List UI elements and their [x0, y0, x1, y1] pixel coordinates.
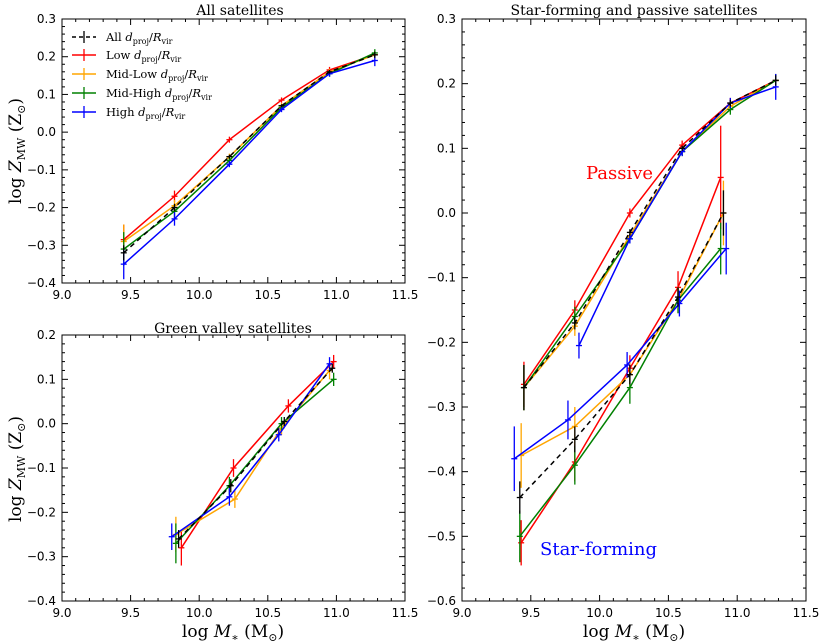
- legend-label-low: Low dproj/Rvir: [106, 48, 181, 64]
- series-line-midlow: [123, 54, 376, 243]
- x-tick-label: 9.0: [452, 606, 471, 620]
- series-line-low-star-forming: [520, 177, 722, 544]
- legend-label-all: All dproj/Rvir: [105, 30, 173, 46]
- legend: All dproj/Rvir Low dproj/Rvir Mid-Low dp…: [72, 30, 212, 121]
- y-axis-label-all: log ZMW (Z⊙): [6, 98, 28, 204]
- plot-frame: [61, 18, 406, 284]
- series-line-midhigh: [175, 378, 335, 544]
- panel-all-satellites: 9.0 9.5 10.0 10.5 11.0 11.5 −0.4 −0.3 −0.2 −0.1 0.…: [27, 12, 419, 302]
- x-tick-label: 10.0: [586, 606, 613, 620]
- y-tick-label: 0.0: [37, 125, 56, 139]
- panel-green-valley: 9.0 9.5 10.0 10.5 11.0 11.5 −0.4 −0.3 −0.2 −0.1 0.…: [27, 328, 419, 620]
- y-tick-label: 0.3: [37, 12, 56, 26]
- y-tick-label: 0.0: [437, 206, 456, 220]
- y-tick-label: −0.2: [27, 201, 56, 215]
- x-tick-label: 11.0: [323, 288, 350, 302]
- y-tick-label: 0.2: [437, 77, 456, 91]
- panel-title-sfpassive: Star-forming and passive satellites: [510, 3, 757, 19]
- y-tick-label: −0.2: [427, 335, 456, 349]
- series-line-midhigh-star-forming: [519, 248, 722, 537]
- y-tick-label: 0.1: [37, 87, 56, 101]
- x-tick-label: 10.0: [186, 606, 213, 620]
- series-line-high: [123, 59, 376, 265]
- legend-label-midlow: Mid-Low dproj/Rvir: [106, 67, 208, 83]
- annotation-star-forming: Star-forming: [540, 539, 657, 560]
- y-tick-label: −0.1: [27, 461, 56, 475]
- x-tick-label: 10.5: [254, 606, 281, 620]
- legend-label-midhigh: Mid-High dproj/Rvir: [106, 86, 212, 102]
- legend-entry-high: High dproj/Rvir: [72, 105, 185, 121]
- annotation-passive: Passive: [586, 163, 653, 184]
- x-tick-label: 9.5: [121, 288, 140, 302]
- x-tick-label: 9.0: [52, 606, 71, 620]
- y-tick-label: −0.4: [27, 594, 56, 608]
- legend-label-high: High dproj/Rvir: [106, 105, 185, 121]
- series-line-low: [180, 361, 335, 549]
- x-tick-label: 10.5: [254, 288, 281, 302]
- panel-title-green: Green valley satellites: [154, 321, 312, 337]
- series-line-all: [178, 367, 333, 540]
- y-tick-label: −0.6: [427, 594, 456, 608]
- y-tick-label: 0.2: [37, 328, 56, 342]
- legend-entry-all: All dproj/Rvir: [72, 30, 173, 46]
- y-tick-label: −0.2: [27, 505, 56, 519]
- series-line-all: [123, 54, 376, 254]
- x-tick-label: 9.0: [52, 288, 71, 302]
- x-axis-label-sfpassive: log M∗ (M⊙): [583, 622, 685, 644]
- x-tick-label: 11.5: [793, 606, 820, 620]
- series-line-all-passive: [523, 79, 777, 389]
- plot-frame: [461, 18, 807, 602]
- series-line-midhigh: [123, 52, 376, 250]
- series-line-low: [123, 54, 376, 241]
- y-tick-label: −0.4: [27, 276, 56, 290]
- x-tick-label: 11.0: [323, 606, 350, 620]
- panel-title-all: All satellites: [195, 3, 284, 19]
- y-tick-label: −0.3: [27, 238, 56, 252]
- legend-entry-midlow: Mid-Low dproj/Rvir: [72, 67, 208, 83]
- y-tick-label: −0.3: [27, 550, 56, 564]
- y-tick-label: 0.1: [37, 372, 56, 386]
- y-tick-label: −0.1: [427, 271, 456, 285]
- legend-entry-midhigh: Mid-High dproj/Rvir: [72, 86, 212, 102]
- x-tick-label: 9.5: [121, 606, 140, 620]
- x-tick-label: 10.5: [655, 606, 682, 620]
- y-tick-label: −0.4: [427, 465, 456, 479]
- y-tick-label: −0.1: [27, 163, 56, 177]
- x-tick-label: 11.0: [724, 606, 751, 620]
- x-tick-label: 9.5: [521, 606, 540, 620]
- y-tick-label: 0.2: [37, 50, 56, 64]
- y-tick-label: −0.5: [427, 529, 456, 543]
- x-tick-label: 11.5: [392, 606, 419, 620]
- x-axis-label-green: log M∗ (M⊙): [182, 622, 284, 644]
- panel-sf-passive: 9.0 9.5 10.0 10.5 11.0 11.5 −0.6 −0.5 −0.4 −0.3 −0…: [427, 12, 820, 620]
- series-line-midlow-passive: [523, 79, 777, 389]
- x-tick-label: 11.5: [392, 288, 419, 302]
- y-tick-label: 0.3: [437, 12, 456, 26]
- y-tick-label: 0.0: [37, 417, 56, 431]
- x-tick-label: 10.0: [186, 288, 213, 302]
- legend-entry-low: Low dproj/Rvir: [72, 48, 181, 64]
- y-tick-label: 0.1: [437, 141, 456, 155]
- series-line-midlow: [175, 369, 331, 536]
- y-tick-label: −0.3: [427, 400, 456, 414]
- y-axis-label-green: log ZMW (Z⊙): [6, 416, 28, 522]
